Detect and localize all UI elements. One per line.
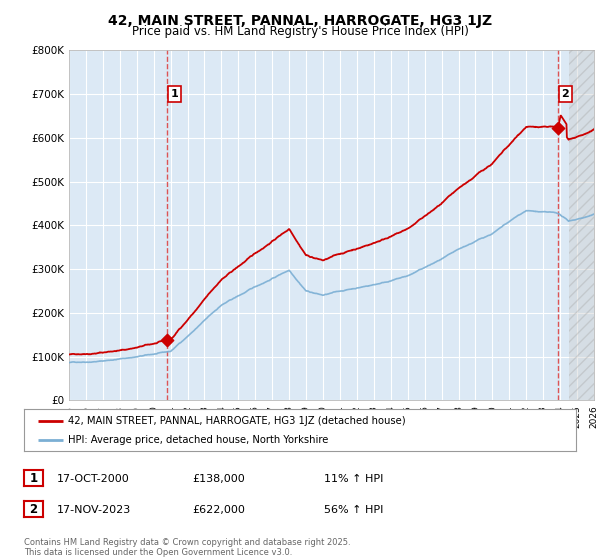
Text: £138,000: £138,000 (192, 474, 245, 484)
Text: 11% ↑ HPI: 11% ↑ HPI (324, 474, 383, 484)
Text: 1: 1 (170, 89, 178, 99)
Text: 2: 2 (562, 89, 569, 99)
Text: Contains HM Land Registry data © Crown copyright and database right 2025.
This d: Contains HM Land Registry data © Crown c… (24, 538, 350, 557)
Text: 42, MAIN STREET, PANNAL, HARROGATE, HG3 1JZ (detached house): 42, MAIN STREET, PANNAL, HARROGATE, HG3 … (68, 416, 406, 426)
Text: 17-OCT-2000: 17-OCT-2000 (57, 474, 130, 484)
Text: 17-NOV-2023: 17-NOV-2023 (57, 505, 131, 515)
Text: HPI: Average price, detached house, North Yorkshire: HPI: Average price, detached house, Nort… (68, 435, 329, 445)
Text: 56% ↑ HPI: 56% ↑ HPI (324, 505, 383, 515)
Text: £622,000: £622,000 (192, 505, 245, 515)
Text: 1: 1 (29, 472, 38, 485)
Text: Price paid vs. HM Land Registry's House Price Index (HPI): Price paid vs. HM Land Registry's House … (131, 25, 469, 38)
Text: 2: 2 (29, 502, 38, 516)
Text: 42, MAIN STREET, PANNAL, HARROGATE, HG3 1JZ: 42, MAIN STREET, PANNAL, HARROGATE, HG3 … (108, 14, 492, 28)
Bar (569, 50, 594, 400)
Point (553, 124, 563, 133)
Point (162, 335, 172, 344)
